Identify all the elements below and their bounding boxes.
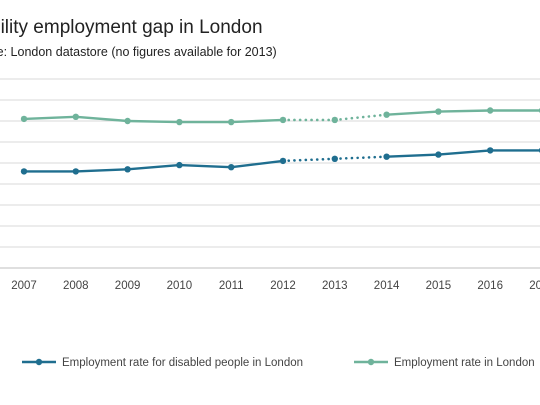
data-point: [72, 113, 80, 121]
data-point: [331, 116, 338, 124]
data-point: [435, 108, 442, 115]
series-segment: [126, 163, 181, 171]
x-axis-tick-labels: 2007 2008 2009 2010 2011 2012 2013 2014 2015 2016…: [11, 280, 540, 292]
x-tick-label: 2014: [374, 280, 400, 292]
data-point: [124, 117, 131, 125]
data-point: [487, 147, 494, 154]
data-point: [279, 116, 287, 124]
x-tick-label: 2015: [426, 280, 452, 292]
data-point: [383, 153, 390, 160]
series-segment-dotted: [281, 157, 337, 163]
legend-item-1: Employment rate for disabled people in L…: [22, 357, 303, 369]
x-tick-label: 2017: [529, 280, 540, 292]
x-tick-label: 2016: [477, 280, 503, 292]
series-2: [20, 107, 540, 126]
data-point: [72, 168, 80, 175]
series-segment: [22, 115, 78, 121]
data-point: [20, 115, 28, 123]
legend: Employment rate for disabled people in L…: [22, 357, 535, 369]
legend-swatch-marker: [35, 358, 43, 366]
series-segment: [74, 115, 129, 123]
chart-subtitle: Source: London datastore (no figures ava…: [0, 45, 277, 59]
series-segment-dotted: [333, 155, 388, 161]
series-segment: [178, 163, 233, 169]
series-segment: [437, 149, 492, 156]
x-tick-label: 2008: [63, 280, 89, 292]
series-segment-dotted: [333, 113, 388, 122]
series-1: [20, 147, 540, 175]
x-tick-label: 2009: [115, 280, 141, 292]
x-tick-label: 2012: [270, 280, 296, 292]
x-tick-label: 2007: [11, 280, 37, 292]
gridlines: [0, 78, 540, 269]
data-point: [383, 111, 390, 118]
data-point: [435, 151, 442, 158]
chart-title: Disability employment gap in London: [0, 17, 263, 38]
legend-item-2: Employment rate in London: [354, 357, 535, 369]
data-point: [228, 164, 235, 171]
legend-label: Employment rate in London: [394, 357, 535, 369]
series-segment: [437, 109, 492, 113]
data-point: [124, 166, 131, 173]
legend-label: Employment rate for disabled people in L…: [62, 357, 303, 369]
data-point: [20, 168, 28, 175]
data-point: [228, 118, 235, 126]
series-segment: [74, 168, 129, 173]
data-point: [176, 118, 183, 126]
series-segment: [385, 153, 440, 158]
x-tick-label: 2013: [322, 280, 348, 292]
x-tick-label: 2011: [219, 280, 244, 292]
data-point: [331, 155, 338, 162]
series-segment: [229, 118, 285, 124]
data-point: [487, 107, 494, 114]
legend-swatch-marker: [367, 358, 375, 366]
series-segment: [385, 110, 440, 116]
series-segment: [126, 119, 181, 124]
data-point: [176, 161, 183, 169]
series-segment: [229, 159, 285, 169]
data-series: [20, 107, 540, 175]
data-point: [279, 157, 287, 165]
x-tick-label: 2010: [167, 280, 193, 292]
